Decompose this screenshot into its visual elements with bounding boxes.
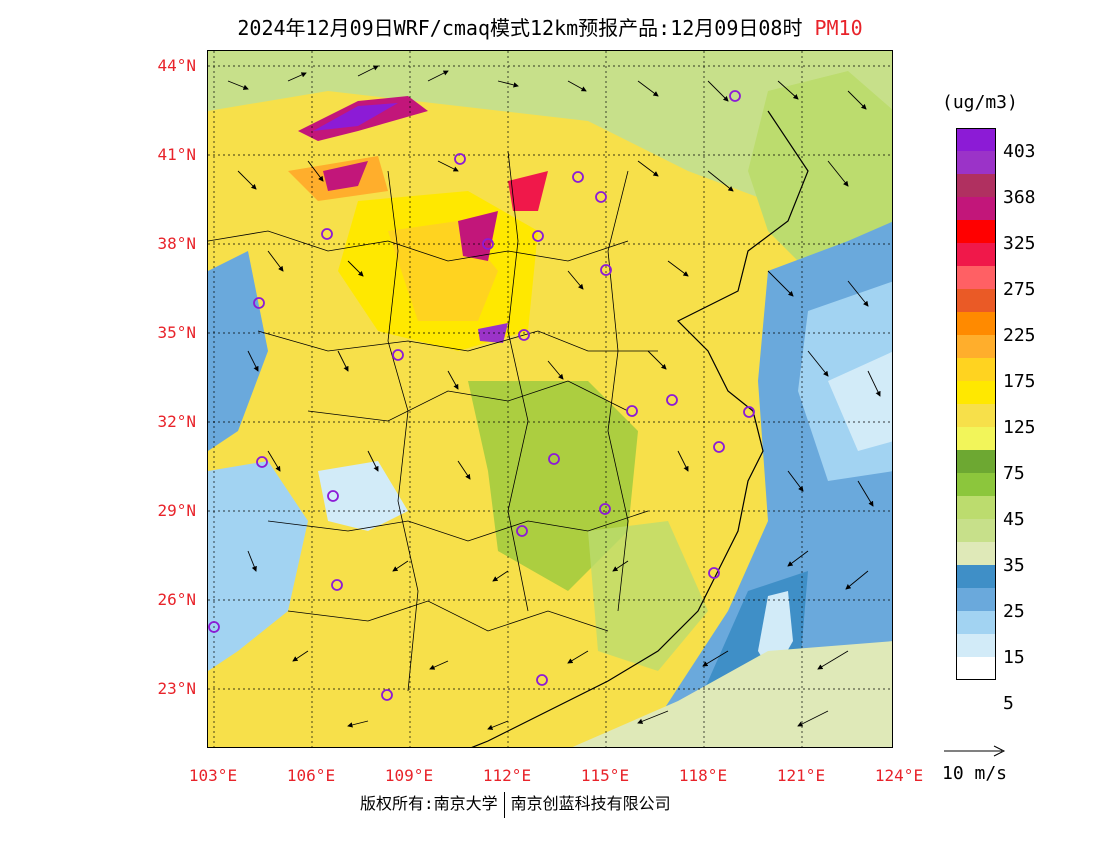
legend-label: 125 bbox=[1003, 417, 1036, 438]
legend-swatch bbox=[956, 312, 996, 335]
legend-swatch bbox=[956, 657, 996, 680]
lon-label-118e: 118°E bbox=[678, 766, 728, 785]
city-markers bbox=[208, 90, 755, 701]
legend-unit: (ug/m3) bbox=[942, 92, 1018, 113]
legend-swatch bbox=[956, 519, 996, 542]
legend-swatch bbox=[956, 634, 996, 657]
coastline bbox=[471, 110, 809, 747]
sea-lightest-zone bbox=[828, 351, 892, 451]
map-canvas bbox=[208, 51, 892, 747]
legend-swatch bbox=[956, 266, 996, 289]
legend-label: 35 bbox=[1003, 555, 1025, 576]
lat-label-29n: 29°N bbox=[157, 501, 196, 520]
southeast-green-zone bbox=[588, 521, 708, 671]
color-legend bbox=[956, 128, 996, 680]
chongqing-light-zone bbox=[318, 461, 408, 531]
lon-label-109e: 109°E bbox=[384, 766, 434, 785]
legend-swatch bbox=[956, 473, 996, 496]
legend-label: 5 bbox=[1003, 693, 1014, 714]
legend-swatch bbox=[956, 220, 996, 243]
lon-label-115e: 115°E bbox=[580, 766, 630, 785]
legend-swatch bbox=[956, 335, 996, 358]
legend-label: 175 bbox=[1003, 371, 1036, 392]
pollutant-label: PM10 bbox=[814, 16, 863, 40]
lat-label-38n: 38°N bbox=[157, 234, 196, 253]
legend-label: 25 bbox=[1003, 601, 1025, 622]
legend-label: 75 bbox=[1003, 463, 1025, 484]
lat-label-41n: 41°N bbox=[157, 145, 196, 164]
copyright-right: 南京创蓝科技有限公司 bbox=[510, 794, 671, 813]
lon-label-103e: 103°E bbox=[188, 766, 238, 785]
legend-swatch bbox=[956, 197, 996, 220]
hotspot-4 bbox=[508, 171, 548, 211]
forecast-map bbox=[207, 50, 893, 748]
legend-label: 368 bbox=[1003, 187, 1036, 208]
copyright-footer: 版权所有:南京大学 南京创蓝科技有限公司 bbox=[360, 790, 671, 818]
legend-swatch bbox=[956, 542, 996, 565]
reference-vector-arrow bbox=[944, 745, 1006, 757]
title-text: 2024年12月09日WRF/cmaq模式12km预报产品:12月09日08时 bbox=[237, 16, 803, 40]
wind-vectors bbox=[227, 65, 881, 730]
legend-label: 275 bbox=[1003, 279, 1036, 300]
lat-label-32n: 32°N bbox=[157, 412, 196, 431]
reference-vector-label: 10 m/s bbox=[942, 763, 1008, 784]
legend-swatch bbox=[956, 174, 996, 197]
sichuan-blue-zone bbox=[208, 461, 308, 671]
lon-label-106e: 106°E bbox=[286, 766, 336, 785]
south-sea-band bbox=[572, 641, 892, 747]
map-title: 2024年12月09日WRF/cmaq模式12km预报产品:12月09日08时 P… bbox=[0, 12, 1100, 41]
legend-swatch bbox=[956, 358, 996, 381]
north-max-zone bbox=[313, 103, 398, 131]
lon-label-121e: 121°E bbox=[776, 766, 826, 785]
legend-swatch bbox=[956, 450, 996, 473]
graticule bbox=[208, 51, 892, 747]
legend-swatch bbox=[956, 381, 996, 404]
legend-label: 225 bbox=[1003, 325, 1036, 346]
legend-swatch bbox=[956, 611, 996, 634]
hotspot-2 bbox=[323, 161, 368, 191]
lat-label-26n: 26°N bbox=[157, 590, 196, 609]
lat-label-23n: 23°N bbox=[157, 679, 196, 698]
legend-swatch bbox=[956, 151, 996, 174]
legend-label: 403 bbox=[1003, 141, 1036, 162]
legend-label: 15 bbox=[1003, 647, 1025, 668]
legend-swatch bbox=[956, 243, 996, 266]
legend-swatch bbox=[956, 427, 996, 450]
copyright-left: 版权所有:南京大学 bbox=[360, 794, 498, 813]
footer-separator bbox=[503, 791, 505, 818]
northeast-green-zone bbox=[748, 71, 892, 281]
lat-label-44n: 44°N bbox=[157, 56, 196, 75]
legend-swatch bbox=[956, 128, 996, 151]
legend-swatch bbox=[956, 565, 996, 588]
province-borders bbox=[208, 150, 658, 692]
legend-swatch bbox=[956, 289, 996, 312]
legend-label: 45 bbox=[1003, 509, 1025, 530]
lon-label-112e: 112°E bbox=[482, 766, 532, 785]
west-blue-zone bbox=[208, 251, 268, 451]
legend-swatch bbox=[956, 496, 996, 519]
lat-label-35n: 35°N bbox=[157, 323, 196, 342]
north-green-zone bbox=[208, 51, 892, 201]
lon-label-124e: 124°E bbox=[874, 766, 924, 785]
legend-label: 325 bbox=[1003, 233, 1036, 254]
legend-swatch bbox=[956, 404, 996, 427]
legend-swatch bbox=[956, 588, 996, 611]
